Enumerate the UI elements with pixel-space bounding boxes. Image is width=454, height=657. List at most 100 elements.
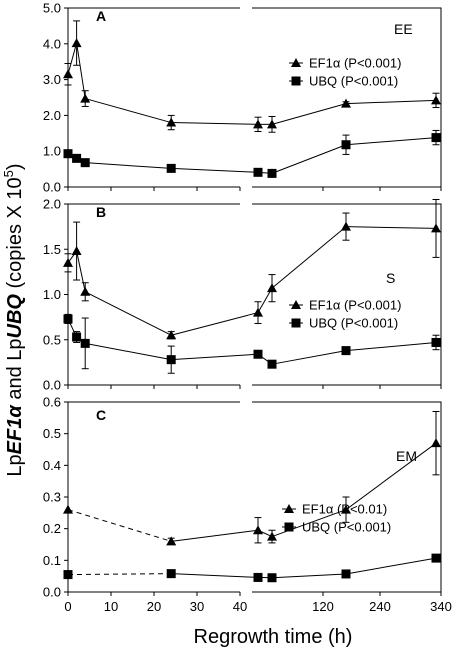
data-point xyxy=(268,169,277,178)
y-tick-label: 0.3 xyxy=(43,490,61,505)
data-point xyxy=(342,346,351,355)
legend-label: EF1α (P<0.01) xyxy=(302,502,387,517)
series-line-segment xyxy=(272,104,346,125)
legend-marker xyxy=(292,319,301,328)
x-tick-label: 120 xyxy=(312,599,334,614)
data-point xyxy=(167,569,176,578)
series-line-segment xyxy=(68,43,77,74)
y-tick-label: 3.0 xyxy=(43,72,61,87)
y-tick-label: 0.6 xyxy=(43,395,61,410)
y-label-close: ) xyxy=(4,163,26,170)
y-label-prefix: Lp xyxy=(4,454,26,476)
x-axis-label: Regrowth time (h) xyxy=(194,626,353,648)
data-point xyxy=(72,333,81,342)
data-point xyxy=(64,149,73,158)
y-tick-label: 0.0 xyxy=(43,585,61,600)
data-point xyxy=(432,338,441,347)
series-line-segment xyxy=(77,251,86,292)
series-line-segment xyxy=(346,100,436,103)
tissue-label: EE xyxy=(394,21,413,37)
y-tick-label: 1.0 xyxy=(43,144,61,159)
x-tick-label: 40 xyxy=(233,599,247,614)
series-line-segment xyxy=(346,227,436,229)
series-line-segment xyxy=(346,443,436,510)
series-line-segment xyxy=(85,343,171,359)
frame-left-segment xyxy=(68,8,240,187)
y-label-exponent: 5 xyxy=(1,170,16,177)
y-label-gene1: EF1α xyxy=(4,404,26,455)
data-point xyxy=(72,246,82,255)
series-line-segment xyxy=(85,99,171,123)
data-point xyxy=(64,314,73,323)
series-line-segment xyxy=(171,532,248,542)
data-point xyxy=(342,569,351,578)
y-axis-label: LpEF1α and LpUBQ (copies X 105) xyxy=(1,163,26,476)
x-tick-label: 20 xyxy=(147,599,161,614)
data-point xyxy=(64,570,73,579)
series-line-segment xyxy=(272,574,346,578)
series-line-segment xyxy=(171,355,248,360)
y-tick-label: 2.0 xyxy=(43,197,61,212)
data-point xyxy=(63,505,73,514)
frame-left-segment xyxy=(68,204,240,385)
series-ubq: UBQ (P<0.001) xyxy=(64,520,441,583)
data-point xyxy=(63,69,73,78)
data-point xyxy=(254,168,263,177)
data-point xyxy=(254,350,263,359)
y-tick-label: 1.5 xyxy=(43,242,61,257)
series-line-segment xyxy=(272,351,346,365)
data-point xyxy=(341,222,351,231)
series-line-segment xyxy=(346,342,436,350)
x-tick-label: 240 xyxy=(369,599,391,614)
y-tick-label: 1.0 xyxy=(43,287,61,302)
data-point xyxy=(72,38,82,47)
series-line-segment xyxy=(272,145,346,174)
series-line-segment xyxy=(85,163,171,169)
series-line-segment xyxy=(272,227,346,289)
panel-letter: A xyxy=(96,8,106,24)
legend-label: UBQ (P<0.001) xyxy=(309,316,398,331)
data-point xyxy=(167,355,176,364)
series-line-segment xyxy=(171,168,248,171)
data-point xyxy=(63,258,73,267)
tissue-label: EM xyxy=(396,448,417,464)
data-point xyxy=(80,94,90,103)
data-point xyxy=(81,158,90,167)
x-tick-label: 30 xyxy=(190,599,204,614)
y-tick-label: 0.0 xyxy=(43,180,61,195)
legend-marker xyxy=(292,77,301,86)
series-line-segment xyxy=(346,138,436,145)
data-point xyxy=(431,95,441,104)
y-tick-label: 5.0 xyxy=(43,1,61,16)
data-point xyxy=(167,164,176,173)
data-point xyxy=(253,308,263,317)
data-point xyxy=(253,525,263,534)
data-point xyxy=(254,573,263,582)
y-tick-label: 0.1 xyxy=(43,553,61,568)
y-tick-label: 0.0 xyxy=(43,378,61,393)
data-point xyxy=(342,140,351,149)
tissue-label: S xyxy=(386,270,395,286)
series-line-segment xyxy=(346,558,436,574)
y-label-and: and Lp xyxy=(4,339,26,406)
series-line-segment xyxy=(171,574,248,577)
series-line-segment xyxy=(85,292,171,335)
x-tick-label: 340 xyxy=(430,599,452,614)
data-point xyxy=(431,438,441,447)
series-line-segment xyxy=(171,123,248,125)
x-tick-label: 10 xyxy=(104,599,118,614)
panel-letter: C xyxy=(96,407,106,423)
legend-label: EF1α (P<0.001) xyxy=(309,298,401,313)
y-label-gene2: UBQ xyxy=(4,294,26,339)
x-tick-label: 0 xyxy=(64,599,71,614)
series-line-segment xyxy=(68,574,171,575)
data-point xyxy=(81,339,90,348)
legend-marker xyxy=(285,523,294,532)
frame-left-segment xyxy=(68,402,240,592)
series-line-segment xyxy=(68,510,171,542)
